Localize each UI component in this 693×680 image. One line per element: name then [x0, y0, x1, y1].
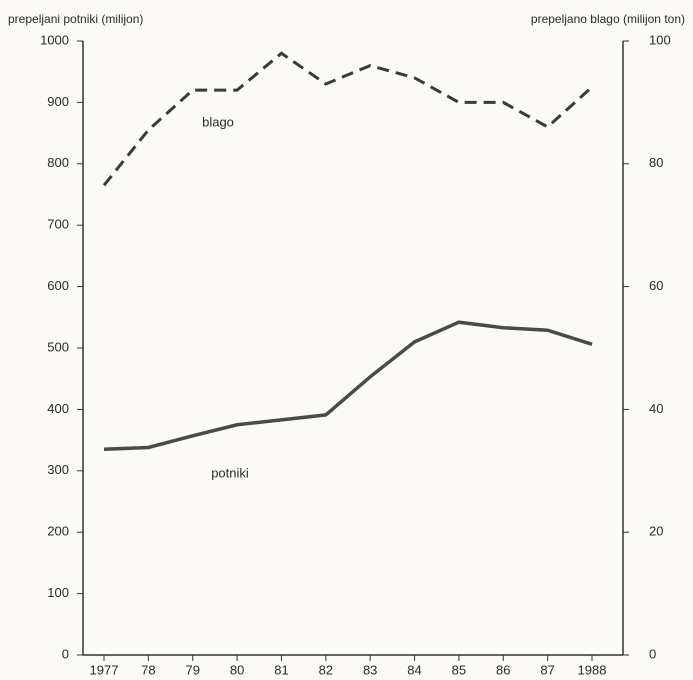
series-label: potniki [211, 465, 249, 480]
series-label: blago [202, 114, 234, 129]
y2-axis-title: prepeljano blago (milijon ton) [531, 12, 685, 26]
y-tick-label: 600 [47, 278, 69, 293]
y2-tick-label: 60 [649, 278, 663, 293]
y-axis-title: prepeljani potniki (milijon) [8, 12, 143, 26]
x-tick-label: 85 [452, 662, 466, 677]
y-tick-label: 0 [62, 646, 69, 661]
x-tick-label: 82 [319, 662, 333, 677]
y-tick-label: 800 [47, 155, 69, 170]
y-tick-label: 500 [47, 339, 69, 354]
y-tick-label: 100 [47, 585, 69, 600]
x-tick-label: 1977 [90, 662, 119, 677]
y2-tick-label: 40 [649, 401, 663, 416]
y2-tick-label: 80 [649, 155, 663, 170]
y-tick-label: 200 [47, 524, 69, 539]
x-tick-label: 78 [141, 662, 155, 677]
x-tick-label: 81 [274, 662, 288, 677]
series-line [102, 51, 594, 187]
y2-tick-label: 100 [649, 32, 671, 47]
x-tick-label: 1988 [578, 662, 607, 677]
series-line [103, 320, 593, 452]
y2-tick-label: 20 [649, 524, 663, 539]
x-tick-label: 86 [496, 662, 510, 677]
x-tick-label: 79 [185, 662, 199, 677]
y-tick-label: 700 [47, 217, 69, 232]
x-tick-label: 84 [407, 662, 421, 677]
y2-tick-label: 0 [649, 646, 656, 661]
y-tick-label: 400 [47, 401, 69, 416]
x-tick-label: 87 [540, 662, 554, 677]
x-tick-label: 80 [230, 662, 244, 677]
y-tick-label: 300 [47, 462, 69, 477]
x-tick-label: 83 [363, 662, 377, 677]
y-tick-label: 900 [47, 94, 69, 109]
y-tick-label: 1000 [40, 32, 69, 47]
